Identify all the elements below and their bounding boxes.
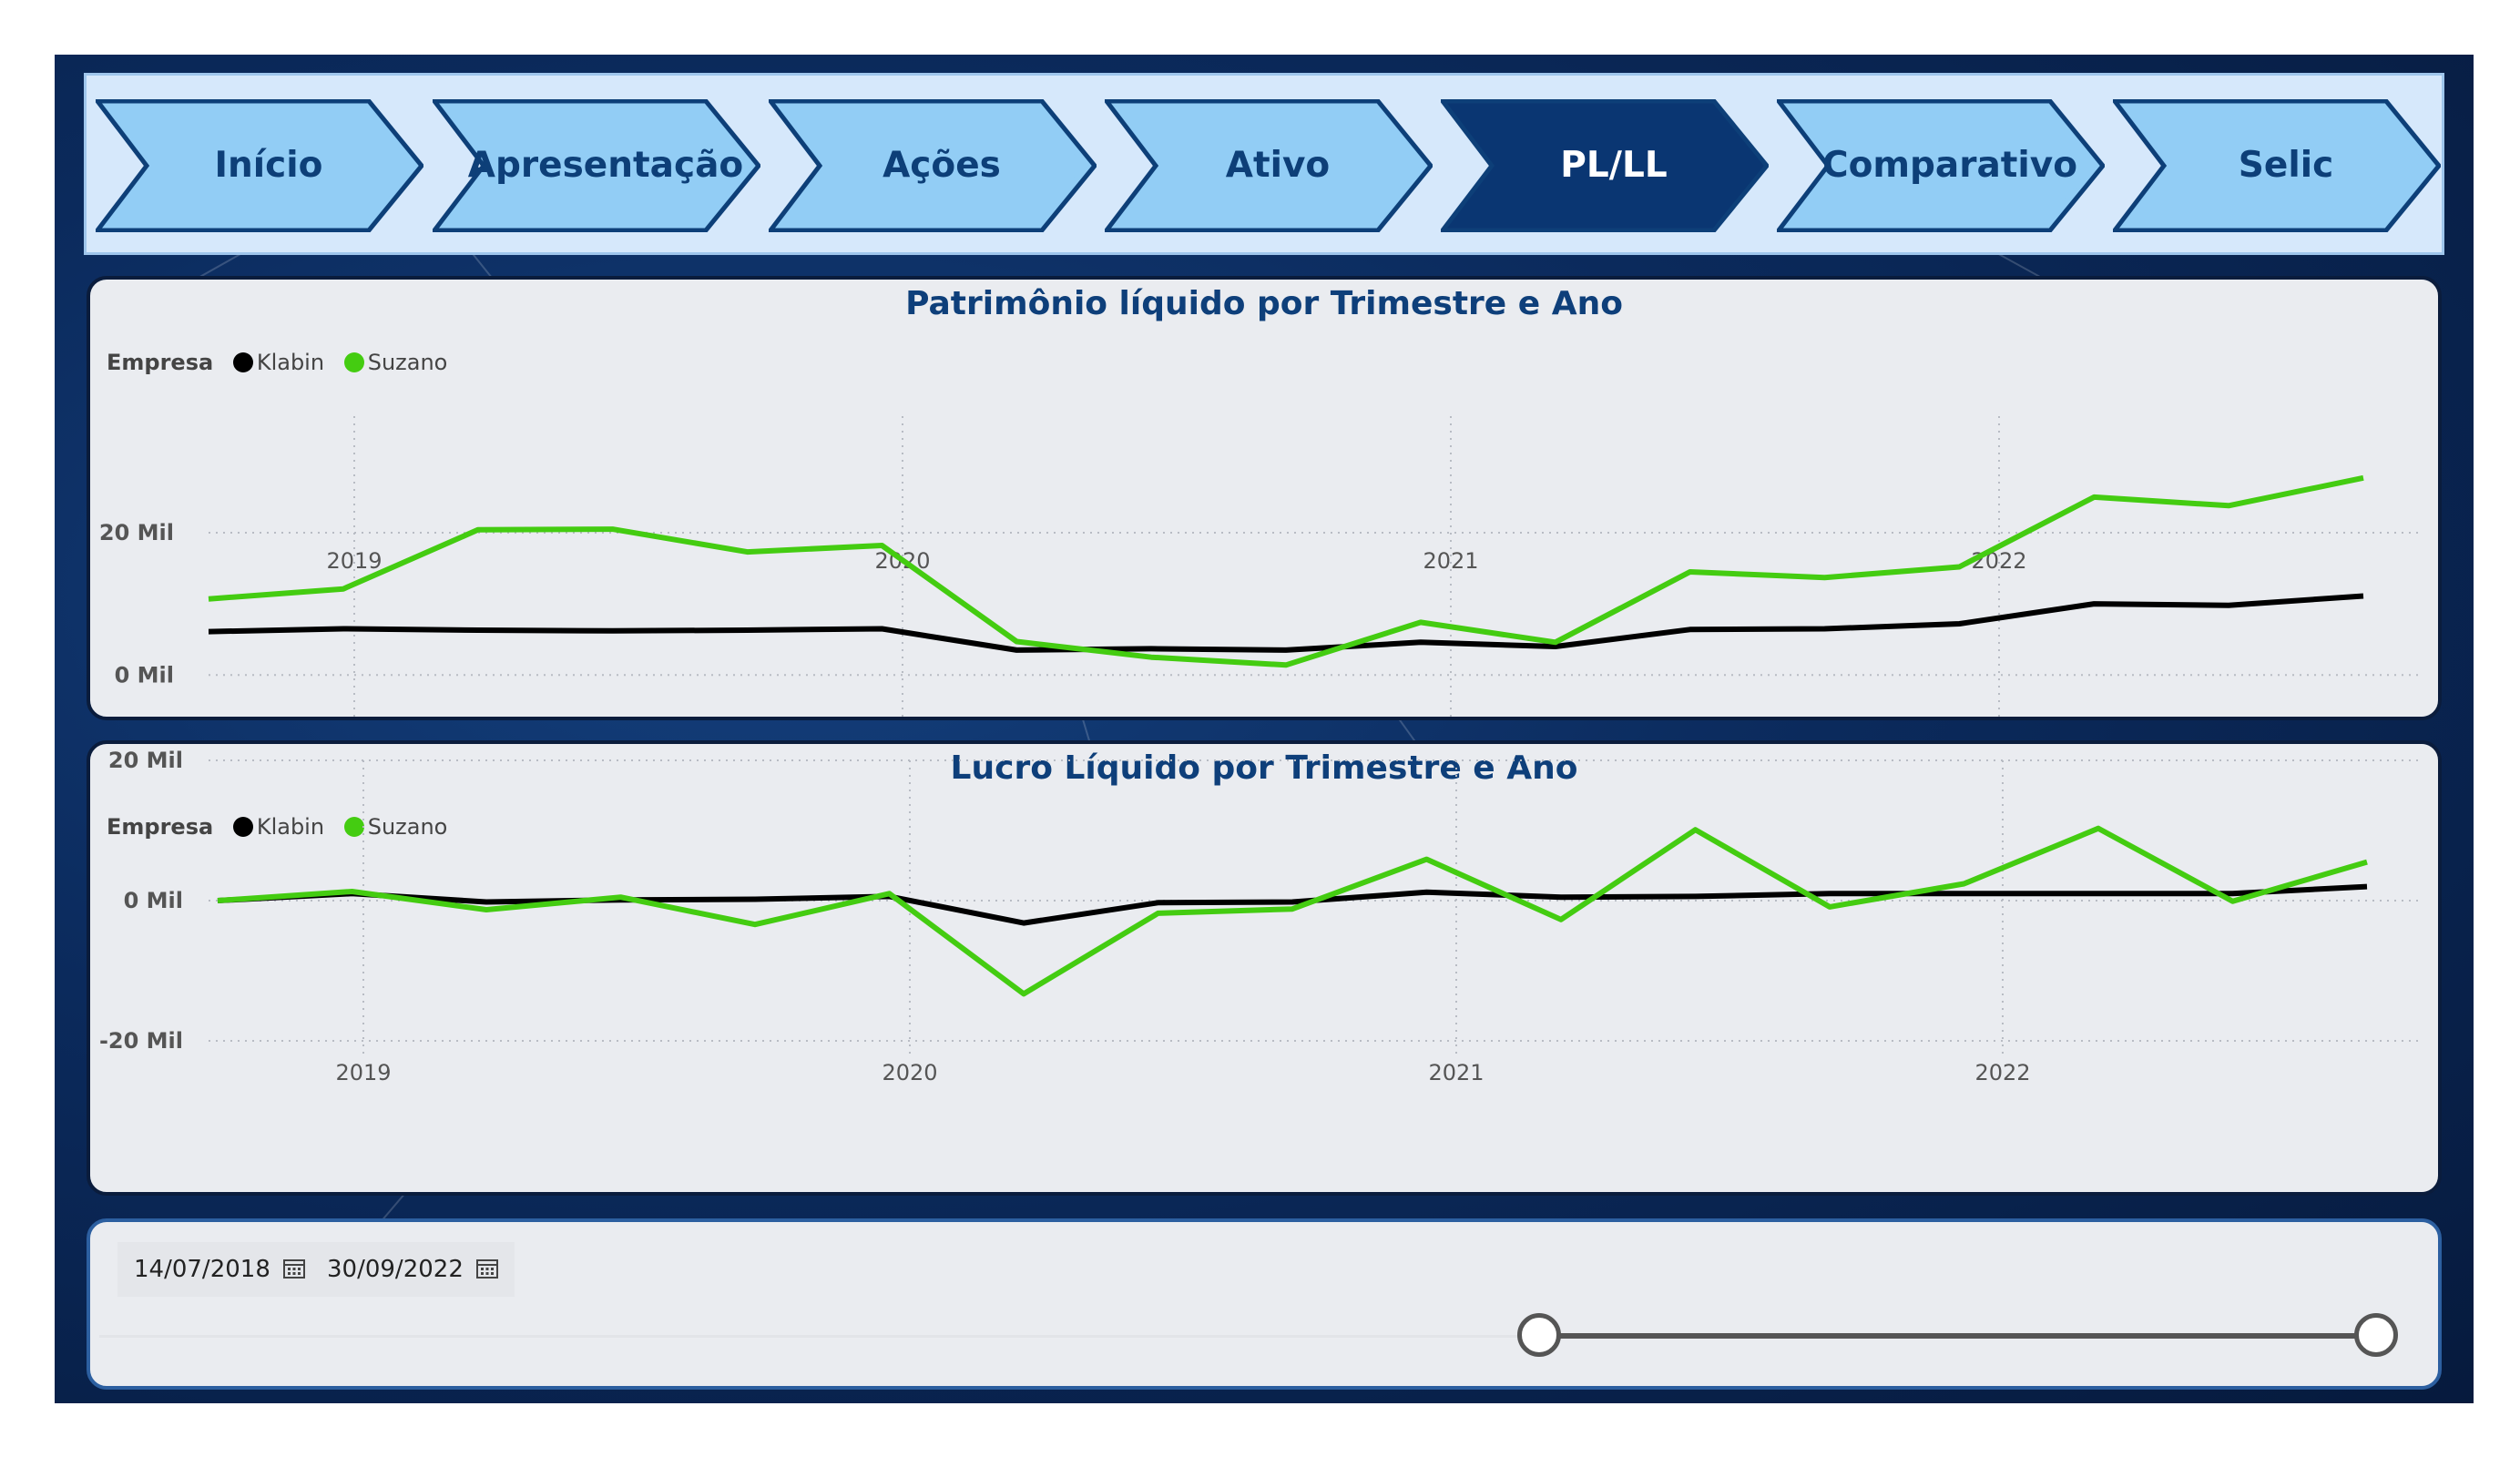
y-tick-label: 0 Mil: [124, 888, 183, 913]
y-tick-label: 0 Mil: [115, 662, 174, 688]
series-line-klabin: [209, 596, 2363, 650]
calendar-icon[interactable]: [283, 1258, 305, 1279]
nav-tab-label: Ativo: [1123, 99, 1433, 232]
nav-tab-label: Ações: [787, 99, 1097, 232]
nav-tab-selic[interactable]: Selic: [2113, 99, 2441, 232]
x-tick-label: 2021: [1428, 1060, 1484, 1085]
nav-tab-label: PL/LL: [1459, 99, 1769, 232]
slider-start-handle[interactable]: [1517, 1313, 1561, 1357]
x-tick-label: 2021: [1423, 548, 1478, 574]
start-date-input[interactable]: 14/07/2018: [117, 1242, 321, 1297]
nav-tab-comparativo[interactable]: Comparativo: [1777, 99, 2105, 232]
nav-tab-label: Selic: [2131, 99, 2441, 232]
slider-end-handle[interactable]: [2354, 1313, 2398, 1357]
nav-tab-acoes[interactable]: Ações: [769, 99, 1097, 232]
y-tick-label: 20 Mil: [99, 520, 174, 545]
y-tick-label: 20 Mil: [108, 748, 183, 773]
start-date-value: 14/07/2018: [134, 1256, 270, 1283]
x-tick-label: 2022: [1971, 548, 2026, 574]
x-tick-label: 2022: [1974, 1060, 2030, 1085]
y-tick-label: -20 Mil: [99, 1028, 183, 1054]
report-canvas: Início Apresentação Ações Ativo PL/LL Co…: [55, 55, 2474, 1403]
x-tick-label: 2020: [882, 1060, 937, 1085]
nav-tab-apresentacao[interactable]: Apresentação: [433, 99, 760, 232]
slider-selected-range[interactable]: [1539, 1333, 2376, 1339]
nav-tab-label: Apresentação: [451, 99, 760, 232]
equity-chart-panel: Patrimônio líquido por Trimestre e Ano E…: [87, 276, 2442, 720]
net-income-line-chart[interactable]: 20 Mil 0 Mil -20 Mil 2019 2020 2021 2022: [90, 744, 2438, 1192]
x-tick-label: 2019: [326, 548, 382, 574]
nav-tab-label: Comparativo: [1795, 99, 2105, 232]
nav-tab-pl-ll[interactable]: PL/LL: [1441, 99, 1769, 232]
page-navigation: Início Apresentação Ações Ativo PL/LL Co…: [84, 73, 2444, 255]
nav-tab-inicio[interactable]: Início: [96, 99, 423, 232]
network-background: [55, 55, 2474, 1403]
calendar-icon[interactable]: [476, 1258, 498, 1279]
series-line-suzano: [209, 478, 2363, 666]
end-date-value: 30/09/2022: [327, 1256, 464, 1283]
slider-rail: [99, 1335, 1539, 1338]
net-income-chart-panel: Lucro Líquido por Trimestre e Ano Empres…: [87, 740, 2442, 1196]
date-slicer-panel: 14/07/2018 30/09/2022: [87, 1218, 2442, 1390]
nav-tab-ativo[interactable]: Ativo: [1105, 99, 1433, 232]
series-line-suzano: [218, 829, 2367, 994]
nav-tab-label: Início: [114, 99, 423, 232]
end-date-input[interactable]: 30/09/2022: [311, 1242, 515, 1297]
x-tick-label: 2019: [335, 1060, 391, 1085]
